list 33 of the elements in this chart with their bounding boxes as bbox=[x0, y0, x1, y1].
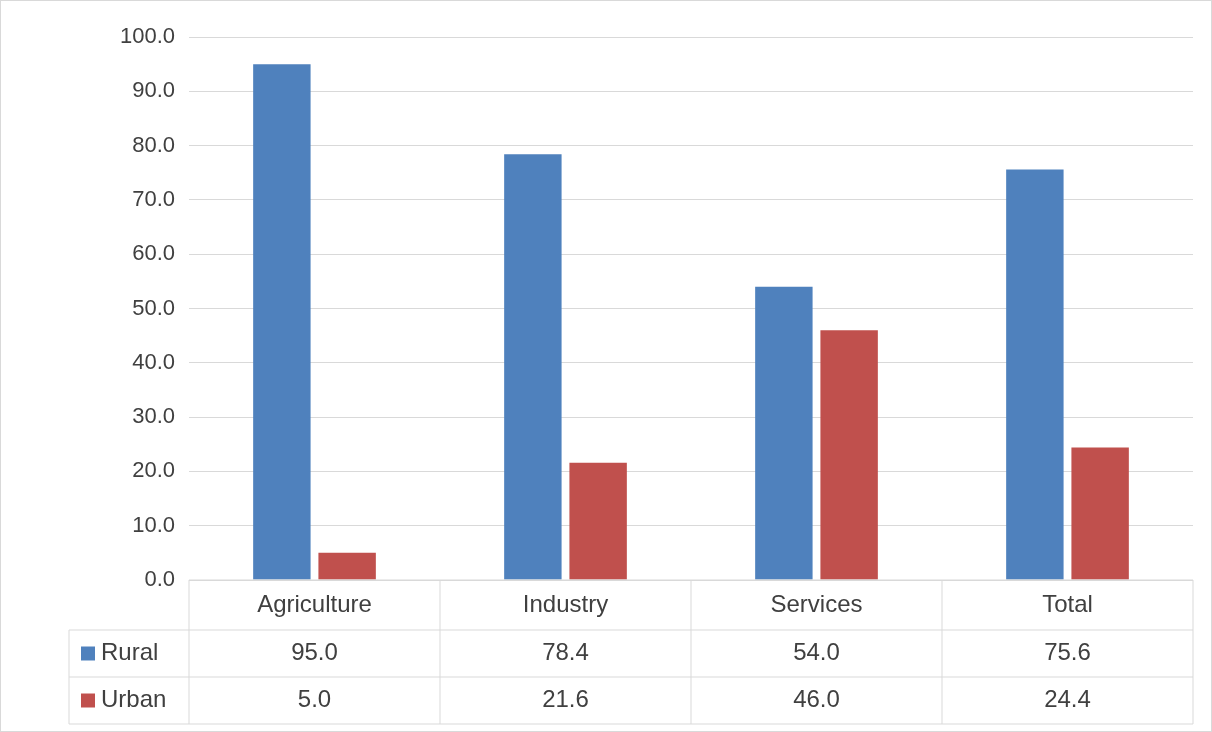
legend-label: Urban bbox=[101, 685, 167, 713]
data-label: 46.0 bbox=[793, 685, 840, 713]
data-label: 24.4 bbox=[1044, 685, 1091, 713]
legend-label: Rural bbox=[101, 638, 159, 666]
bar bbox=[755, 286, 813, 580]
data-label: 78.4 bbox=[542, 638, 589, 666]
y-tick-label: 90.0 bbox=[132, 77, 175, 103]
y-tick-label: 20.0 bbox=[132, 457, 175, 483]
bar bbox=[569, 462, 627, 580]
x-tick-label: Agriculture bbox=[257, 589, 372, 617]
data-label: 21.6 bbox=[542, 685, 589, 713]
data-label: 5.0 bbox=[297, 685, 332, 713]
y-tick-label: 10.0 bbox=[132, 511, 175, 537]
data-label: 95.0 bbox=[291, 638, 338, 666]
y-tick-label: 100.0 bbox=[119, 23, 175, 49]
y-tick-label: 0.0 bbox=[144, 566, 175, 592]
bar bbox=[318, 552, 376, 580]
y-tick-label: 40.0 bbox=[132, 348, 175, 374]
y-tick-label: 70.0 bbox=[132, 185, 175, 211]
x-tick-label: Total bbox=[1042, 589, 1093, 617]
data-label: 54.0 bbox=[793, 638, 840, 666]
bar bbox=[504, 154, 562, 580]
y-tick-label: 30.0 bbox=[132, 403, 175, 429]
x-tick-label: Industry bbox=[522, 589, 609, 617]
data-label: 75.6 bbox=[1044, 638, 1091, 666]
x-tick-label: Services bbox=[770, 589, 863, 617]
y-tick-label: 80.0 bbox=[132, 131, 175, 157]
y-tick-label: 50.0 bbox=[132, 294, 175, 320]
bar bbox=[820, 330, 878, 580]
y-tick-label: 60.0 bbox=[132, 240, 175, 266]
bar bbox=[1071, 447, 1129, 580]
bar bbox=[1006, 169, 1064, 580]
bar bbox=[253, 64, 311, 580]
